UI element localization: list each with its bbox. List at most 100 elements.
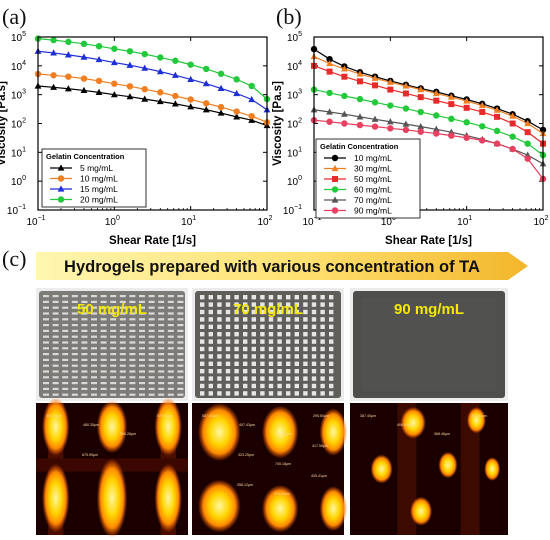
pore [311, 317, 317, 322]
data-point [95, 42, 103, 50]
measurement-annotation: 406.85μm [397, 423, 413, 427]
legend-entry: 70 mg/mL [354, 195, 392, 205]
pore [234, 346, 239, 352]
pore [158, 335, 165, 338]
pore [177, 353, 184, 356]
legend-entry: 5 mg/mL [80, 163, 113, 173]
data-point [95, 88, 103, 95]
fluorescent-spot [261, 484, 299, 533]
fluorescent-spot [319, 486, 348, 532]
pore [81, 335, 88, 338]
pore [43, 347, 49, 350]
pore [320, 324, 325, 329]
pore [200, 361, 205, 366]
pore [71, 329, 78, 332]
pore [243, 317, 248, 322]
pore [329, 354, 334, 359]
pore [139, 364, 145, 367]
data-point [341, 120, 348, 127]
pore [148, 312, 155, 315]
pore [110, 335, 117, 338]
micro-90: 387.40μm 406.85μm 368.46μm 362.81μm [350, 403, 508, 535]
pore [81, 306, 88, 309]
pore [225, 302, 231, 307]
fluorescent-spot [484, 457, 501, 481]
pore [62, 341, 69, 344]
pore [119, 324, 126, 327]
pore [129, 318, 136, 321]
pore [119, 335, 126, 338]
pore [158, 341, 165, 344]
pore [148, 376, 155, 379]
data-point [340, 65, 348, 72]
pore [158, 364, 165, 367]
pore [208, 295, 213, 300]
pore [81, 358, 88, 361]
y-tick-label: 104 [11, 60, 26, 73]
y-tick-label: 10−1 [283, 204, 302, 217]
pore [52, 387, 59, 390]
data-point [356, 95, 364, 103]
pore [268, 332, 274, 337]
pore [62, 324, 69, 327]
data-point [110, 91, 118, 98]
data-point [95, 77, 103, 85]
data-point [371, 74, 379, 81]
y-tick-label: 101 [11, 146, 26, 159]
pore [119, 382, 126, 385]
pore [52, 306, 59, 309]
pore [91, 306, 97, 309]
data-point [463, 134, 470, 141]
pore [277, 361, 282, 366]
data-point [448, 115, 455, 123]
data-point [202, 106, 210, 113]
data-point [187, 103, 195, 110]
plot-frame [37, 36, 268, 211]
data-point [341, 73, 348, 80]
data-point [478, 101, 486, 109]
pore [52, 382, 59, 385]
pore [43, 387, 49, 390]
pore [329, 361, 334, 366]
pore [243, 302, 248, 307]
data-point [233, 113, 241, 120]
pore [286, 391, 291, 396]
pore [294, 295, 299, 300]
pore [177, 324, 184, 327]
pore [91, 387, 97, 390]
pore [119, 318, 126, 321]
pore [91, 382, 97, 385]
pore [260, 369, 265, 374]
pore [251, 309, 256, 315]
fluorescent-spot [410, 496, 433, 526]
pore [81, 300, 88, 303]
series-30-mg-mL [310, 52, 547, 137]
data-point [463, 119, 470, 126]
pore [217, 324, 222, 329]
y-tick-label: 104 [287, 60, 302, 73]
pore [129, 295, 136, 298]
pore [260, 376, 265, 381]
pore [225, 309, 231, 315]
pore [129, 312, 136, 315]
data-point [171, 100, 179, 107]
pore [167, 318, 174, 321]
fluorescent-spot [261, 405, 299, 459]
pore [208, 369, 213, 374]
measurement-annotation: 508.28μm [120, 432, 136, 436]
data-point [479, 109, 486, 116]
pore [100, 370, 107, 373]
pore [110, 370, 117, 373]
pore [251, 369, 256, 374]
pore [100, 300, 107, 303]
concentration-label: 70 mg/mL [233, 301, 303, 318]
pore [167, 300, 174, 303]
pore [243, 346, 248, 352]
pore [100, 312, 107, 315]
pore [52, 341, 59, 344]
pore [225, 295, 231, 300]
pore [81, 387, 88, 390]
fluorescent-spot [154, 397, 182, 456]
pore [158, 358, 165, 361]
